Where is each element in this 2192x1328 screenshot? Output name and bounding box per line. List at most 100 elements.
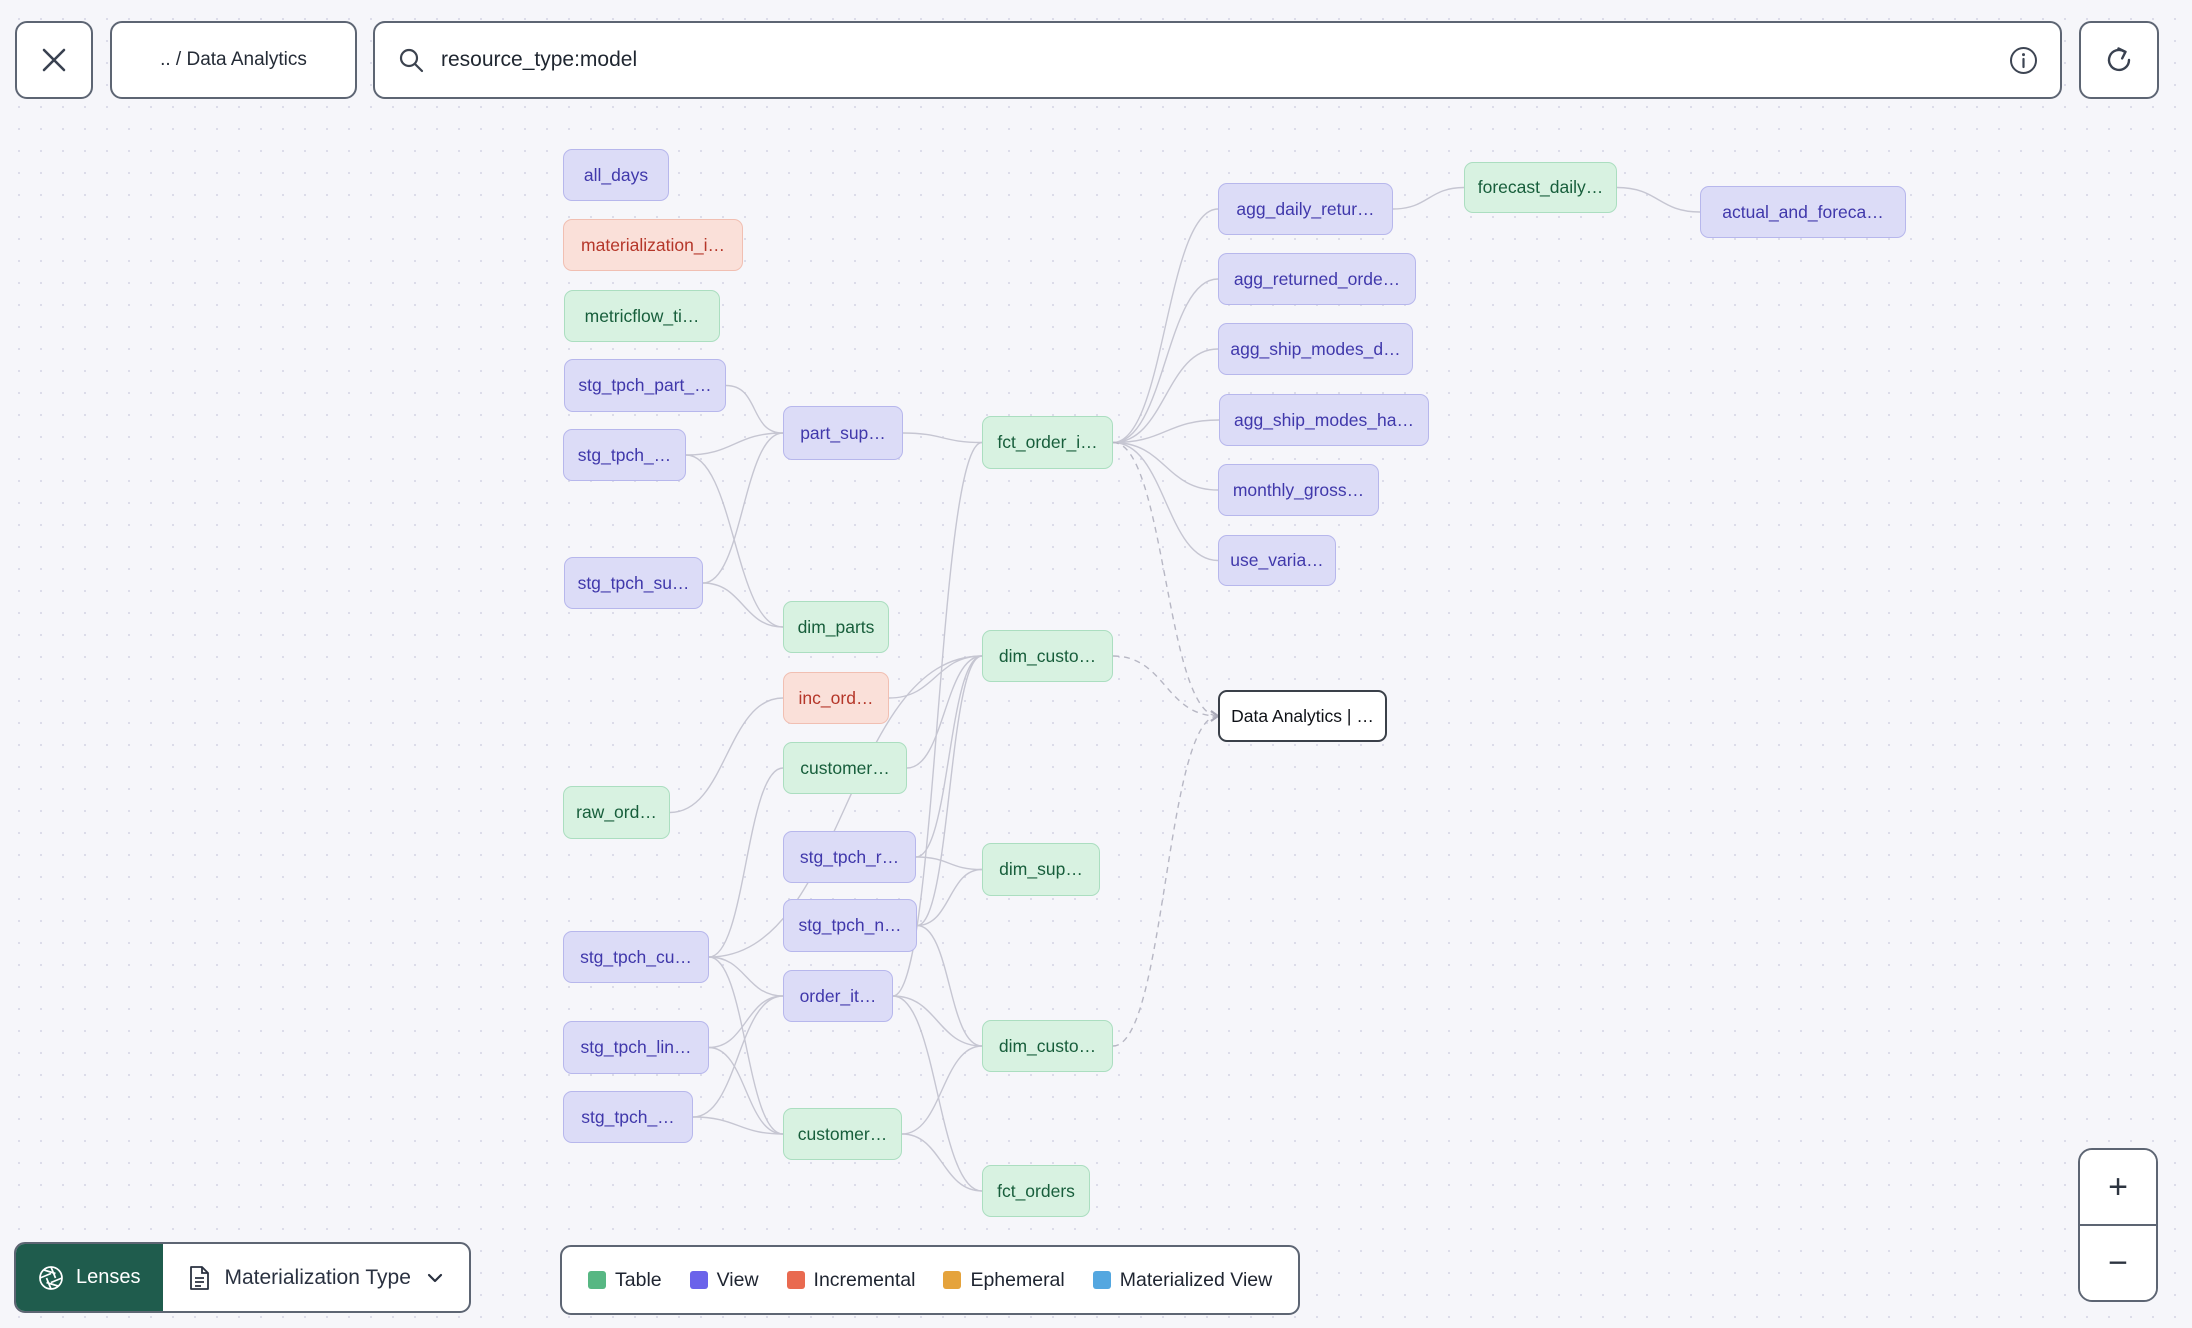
- legend-swatch: [786, 1271, 805, 1289]
- edge-stg_tpch_cu-customer_top: [708, 767, 784, 958]
- edge-fct_order_items-agg_returned: [1112, 278, 1219, 444]
- legend-label: Incremental: [813, 1268, 916, 1291]
- edge-stg_tpch_su-dim_parts: [702, 582, 784, 628]
- refresh-icon: [2102, 43, 2136, 77]
- edge-dim_custo_top-data_analytics: [1112, 655, 1220, 722]
- document-icon: [187, 1265, 211, 1291]
- legend-label: Table: [615, 1268, 662, 1291]
- edge-order_it-fct_order_items: [892, 441, 983, 997]
- graph-node-fct_order_items[interactable]: fct_order_i…: [982, 416, 1113, 469]
- edge-stg_tpch_n-dim_sup: [916, 868, 983, 927]
- legend-label: View: [716, 1268, 759, 1291]
- edge-stg_tpch_cu-order_it: [708, 956, 784, 997]
- lens-selector[interactable]: Materialization Type: [163, 1244, 469, 1311]
- lenses-button[interactable]: Lenses: [16, 1244, 163, 1311]
- graph-node-monthly_gross[interactable]: monthly_gross…: [1218, 464, 1379, 516]
- graph-node-inc_ord[interactable]: inc_ord…: [783, 672, 889, 724]
- edge-stg_tpch_mid-part_sup: [685, 432, 784, 456]
- graph-node-fct_orders[interactable]: fct_orders: [982, 1165, 1090, 1217]
- graph-node-metricflow_ti[interactable]: metricflow_ti…: [564, 290, 720, 342]
- graph-node-stg_tpch_su[interactable]: stg_tpch_su…: [564, 557, 703, 609]
- edge-dim_custo_bot-data_analytics: [1112, 710, 1220, 1047]
- graph-node-agg_ship_d[interactable]: agg_ship_modes_d…: [1218, 323, 1413, 375]
- graph-node-stg_tpch_cu[interactable]: stg_tpch_cu…: [563, 931, 709, 983]
- search-bar[interactable]: [373, 21, 2062, 99]
- legend-label: Materialized View: [1119, 1268, 1273, 1291]
- edge-customer_bot-dim_custo_bot: [901, 1045, 983, 1135]
- edge-stg_tpch_bot-customer_bot: [692, 1116, 784, 1135]
- edge-stg_tpch_lin-customer_bot: [708, 1046, 784, 1135]
- zoom-out-button[interactable]: −: [2080, 1226, 2156, 1300]
- legend-item-ephemeral: Ephemeral: [943, 1268, 1065, 1292]
- lenses-label: Lenses: [76, 1266, 141, 1288]
- graph-node-stg_tpch_lin[interactable]: stg_tpch_lin…: [563, 1021, 709, 1074]
- materialization-legend: Table View Incremental Ephemeral Materialize…: [560, 1245, 1301, 1315]
- graph-node-stg_tpch_bot[interactable]: stg_tpch_…: [563, 1091, 693, 1143]
- edge-stg_tpch_su-part_sup: [702, 432, 784, 584]
- legend-item-table: Table: [588, 1269, 662, 1292]
- edge-stg_tpch_n-dim_custo_bot: [916, 924, 983, 1047]
- legend-item-incremental: Incremental: [786, 1268, 916, 1292]
- legend-swatch: [588, 1271, 606, 1289]
- graph-node-agg_returned[interactable]: agg_returned_orde…: [1218, 253, 1416, 305]
- graph-node-forecast_daily[interactable]: forecast_daily…: [1464, 162, 1617, 213]
- graph-node-materialization_in[interactable]: materialization_i…: [563, 219, 743, 271]
- edge-stg_tpch_lin-order_it: [708, 995, 784, 1049]
- edge-forecast_daily-actual_and: [1616, 186, 1701, 213]
- search-input[interactable]: [441, 48, 1993, 72]
- aperture-icon: [38, 1265, 64, 1291]
- edge-stg_tpch_mid-dim_parts: [685, 454, 784, 628]
- graph-node-all_days[interactable]: all_days: [563, 149, 669, 201]
- graph-node-dim_custo_bot[interactable]: dim_custo…: [982, 1020, 1113, 1072]
- graph-node-stg_tpch_r[interactable]: stg_tpch_r…: [783, 831, 916, 883]
- zoom-in-button[interactable]: +: [2080, 1150, 2156, 1226]
- edge-customer_bot-fct_orders: [901, 1133, 983, 1192]
- graph-node-dim_parts[interactable]: dim_parts: [783, 601, 889, 653]
- edge-fct_order_items-data_analytics: [1112, 441, 1220, 722]
- graph-node-agg_daily[interactable]: agg_daily_retur…: [1218, 183, 1393, 235]
- graph-node-stg_tpch_mid[interactable]: stg_tpch_…: [563, 429, 686, 481]
- edge-agg_daily-forecast_daily: [1392, 186, 1465, 210]
- graph-node-order_it[interactable]: order_it…: [783, 970, 893, 1022]
- graph-node-stg_tpch_part[interactable]: stg_tpch_part_…: [564, 359, 726, 412]
- graph-node-customer_bot[interactable]: customer…: [783, 1108, 902, 1160]
- edge-stg_tpch_part-part_sup: [725, 384, 784, 434]
- graph-node-agg_ship_ha[interactable]: agg_ship_modes_ha…: [1219, 394, 1429, 446]
- legend-swatch: [1092, 1271, 1111, 1289]
- chevron-down-icon: [425, 1268, 445, 1288]
- legend-item-materialized-view: Materialized View: [1092, 1268, 1273, 1292]
- breadcrumb[interactable]: .. / Data Analytics: [110, 21, 357, 99]
- graph-node-raw_ord[interactable]: raw_ord…: [563, 786, 670, 839]
- edge-stg_tpch_cu-dim_custo_top: [708, 655, 983, 958]
- close-icon: [39, 45, 69, 75]
- graph-node-actual_and[interactable]: actual_and_foreca…: [1700, 186, 1906, 238]
- edge-fct_order_items-monthly_gross: [1112, 441, 1219, 491]
- graph-node-dim_custo_top[interactable]: dim_custo…: [982, 630, 1113, 682]
- legend-label: Ephemeral: [970, 1268, 1065, 1291]
- graph-node-stg_tpch_n[interactable]: stg_tpch_n…: [783, 899, 917, 952]
- edge-stg_tpch_n-dim_custo_top: [916, 655, 983, 927]
- graph-node-use_varia[interactable]: use_varia…: [1218, 535, 1336, 586]
- graph-node-customer_top[interactable]: customer…: [783, 742, 907, 794]
- edge-fct_order_items-use_varia: [1112, 441, 1219, 562]
- edge-part_sup-fct_order_items: [902, 432, 983, 444]
- info-icon[interactable]: [2009, 46, 2038, 75]
- search-icon: [397, 46, 425, 74]
- edge-raw_ord-inc_ord: [669, 697, 784, 814]
- edge-stg_tpch_r-dim_custo_top: [915, 655, 983, 858]
- close-button[interactable]: [15, 21, 93, 99]
- lens-selected-label: Materialization Type: [224, 1265, 411, 1289]
- edge-order_it-dim_custo_bot: [892, 995, 983, 1047]
- edge-fct_order_items-agg_ship_ha: [1112, 419, 1220, 444]
- legend-item-view: View: [689, 1268, 759, 1292]
- graph-node-dim_sup[interactable]: dim_sup…: [982, 843, 1100, 896]
- graph-node-data_analytics[interactable]: Data Analytics | …: [1218, 690, 1387, 742]
- edge-stg_tpch_cu-customer_bot: [708, 956, 784, 1135]
- graph-node-part_sup[interactable]: part_sup…: [783, 406, 903, 460]
- refresh-button[interactable]: [2079, 21, 2159, 99]
- legend-swatch: [943, 1271, 962, 1289]
- legend-swatch: [689, 1271, 708, 1289]
- edge-fct_order_items-agg_daily: [1112, 208, 1219, 444]
